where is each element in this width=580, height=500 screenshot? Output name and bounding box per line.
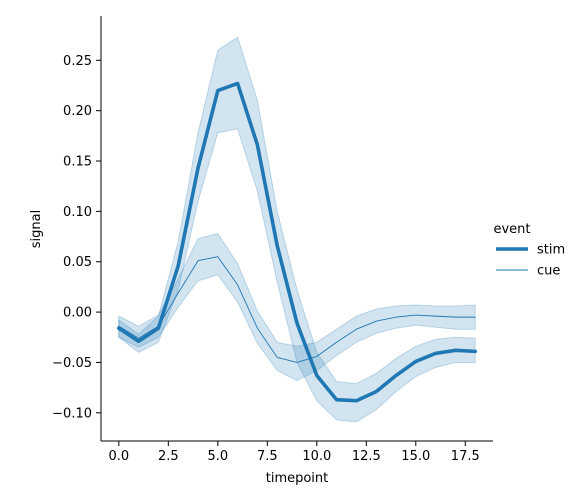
stim-series-line (117, 81, 477, 403)
series-lines (117, 81, 477, 403)
x-tick-label: 5.0 (207, 449, 228, 464)
y-tick-label: −0.10 (52, 406, 92, 421)
x-tick-label: 12.5 (352, 449, 381, 464)
x-tick-label: 17.5 (451, 449, 480, 464)
y-tick-label: 0.05 (63, 255, 92, 270)
legend-title: event (493, 222, 530, 237)
x-axis-label: timepoint (266, 471, 329, 486)
legend: event stim cue (493, 222, 565, 279)
x-tick-label: 7.5 (257, 449, 278, 464)
x-tick-label: 2.5 (158, 449, 179, 464)
stim-legend-label: stim (537, 243, 565, 258)
y-axis: −0.10 −0.05 0.00 0.05 0.10 0.15 0.20 0.25 (52, 16, 102, 441)
y-tick-label: 0.10 (63, 205, 92, 220)
x-tick-label: 15.0 (401, 449, 430, 464)
y-tick-label: 0.20 (63, 104, 92, 119)
y-tick-label: −0.05 (52, 356, 92, 371)
confidence-bands (118, 36, 476, 423)
cue-series-line (118, 256, 476, 363)
cue-legend-label: cue (537, 264, 560, 279)
y-tick-label: 0.00 (63, 306, 92, 321)
x-tick-label: 0.0 (108, 449, 129, 464)
cue-confidence-band (118, 232, 476, 382)
y-axis-label: signal (29, 210, 44, 248)
y-tick-label: 0.25 (63, 54, 92, 69)
y-tick-label: 0.15 (63, 155, 92, 170)
x-axis: 0.0 2.5 5.0 7.5 10.0 12.5 15.0 17.5 (101, 440, 493, 464)
x-tick-label: 10.0 (302, 449, 331, 464)
